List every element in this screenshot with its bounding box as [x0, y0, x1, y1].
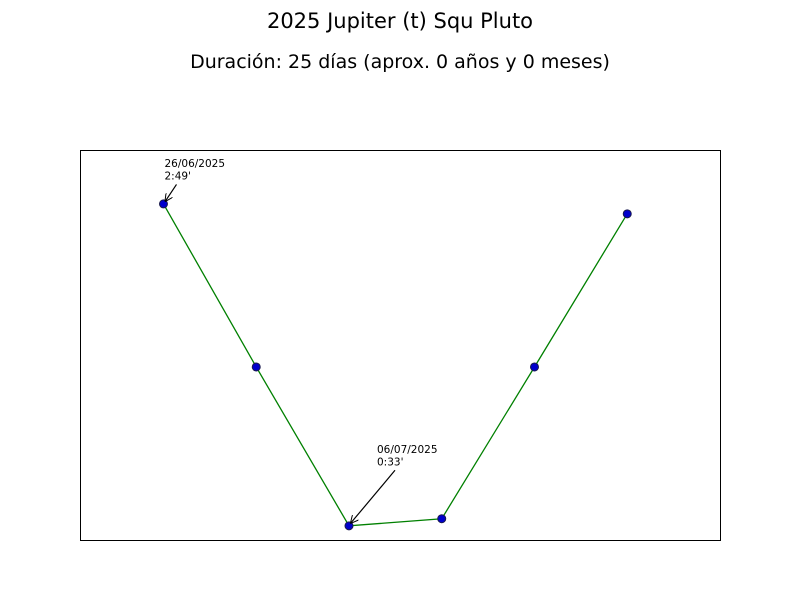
- annotation-orb: 0:33': [377, 456, 403, 468]
- data-point: [529, 362, 539, 372]
- chart-title: 2025 Jupiter (t) Squ Pluto: [266, 9, 534, 33]
- annotation-arrow: [351, 469, 396, 523]
- chart-subtitle: Duración: 25 días (aprox. 0 años y 0 mes…: [190, 51, 610, 73]
- annotation-date: 06/07/2025: [377, 444, 438, 456]
- data-point: [251, 362, 261, 372]
- annotation-arrow: [166, 184, 177, 201]
- data-point: [437, 514, 447, 524]
- annotation-orb: 2:49': [165, 170, 191, 182]
- data-point: [622, 209, 632, 219]
- annotation-date: 26/06/2025: [165, 158, 226, 170]
- data-point: [344, 521, 354, 531]
- plot-area-frame: [80, 150, 721, 541]
- data-point: [158, 199, 168, 209]
- series-line: [162, 203, 628, 527]
